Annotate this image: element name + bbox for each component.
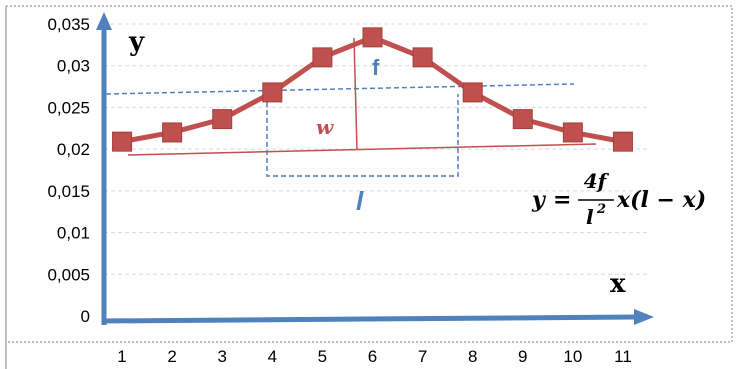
data-point-marker (362, 27, 383, 48)
series-line (121, 34, 624, 145)
data-point-marker (212, 109, 233, 130)
formula-denominator-exponent: 2 (596, 202, 606, 217)
sag-line (353, 37, 358, 151)
x-axis (101, 314, 641, 324)
y-tick-label: 0,015 (47, 182, 90, 201)
x-axis-arrowhead (634, 309, 654, 325)
data-point-marker (112, 131, 133, 152)
x-axis-label: x (610, 269, 626, 299)
series-markers (112, 27, 633, 152)
x-tick-label: 1 (117, 347, 126, 366)
y-axis-label: y (128, 27, 145, 57)
x-tick-label: 7 (418, 347, 427, 366)
x-tick-label: 2 (167, 347, 176, 366)
formula-numerator: 4f (584, 169, 610, 193)
y-tick-labels: 0 0,005 0,01 0,015 0,02 0,025 0,03 0,035 (47, 15, 90, 326)
data-point-marker (562, 122, 583, 143)
x-tick-label: 6 (368, 347, 377, 366)
y-tick-label: 0,035 (47, 15, 90, 34)
data-point-marker (612, 131, 633, 152)
formula-lhs: y (531, 187, 547, 213)
data-point-marker (462, 82, 483, 103)
data-point-marker (312, 47, 333, 68)
y-tick-label: 0,03 (57, 57, 90, 76)
x-tick-label: 8 (468, 347, 477, 366)
y-axis-arrowhead (96, 12, 112, 30)
data-point-marker (262, 82, 283, 103)
formula: y = 4f l 2 x(l − x) (531, 169, 706, 229)
formula-denominator: l (586, 205, 594, 229)
data-point-marker (412, 47, 433, 68)
annotation-f: f (372, 55, 380, 80)
chord-line (127, 143, 597, 156)
y-tick-label: 0,02 (57, 140, 90, 159)
formula-equals: = (553, 187, 571, 213)
x-tick-label: 9 (518, 347, 527, 366)
x-tick-label: 11 (614, 347, 632, 366)
y-tick-label: 0,025 (47, 98, 90, 117)
data-point-marker (162, 122, 183, 143)
data-point-marker (512, 109, 533, 130)
upper-reference-line (105, 83, 575, 95)
span-bracket (266, 94, 459, 177)
y-tick-label: 0,01 (57, 224, 90, 243)
x-tick-label: 3 (217, 347, 226, 366)
x-tick-label: 5 (318, 347, 327, 366)
annotation-w: w (316, 115, 334, 139)
y-tick-label: 0,005 (47, 265, 90, 284)
formula-rest: x(l − x) (616, 187, 706, 213)
x-tick-labels: 1 2 3 4 5 6 7 8 9 10 11 (117, 347, 631, 366)
annotation-l: l (356, 186, 364, 216)
y-tick-label: 0 (81, 307, 90, 326)
x-tick-label: 4 (268, 347, 277, 366)
x-tick-label: 10 (563, 347, 582, 366)
